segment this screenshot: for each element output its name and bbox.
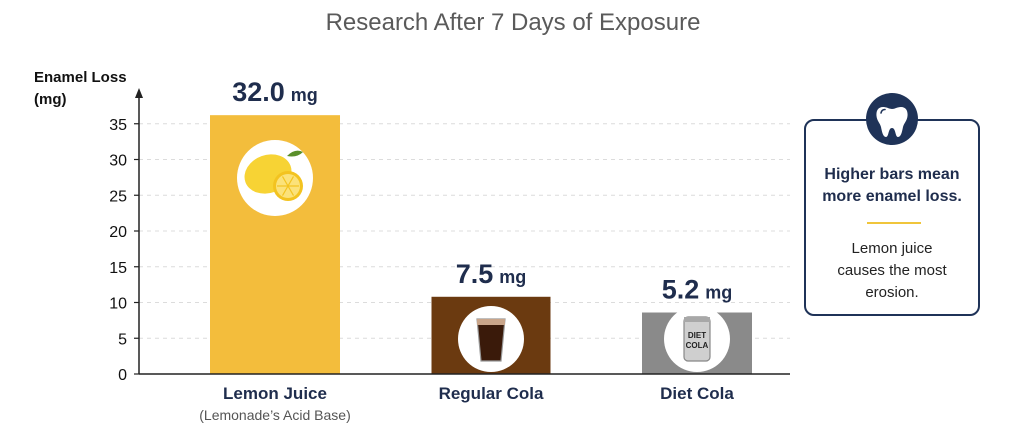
y-tick-label: 25: [109, 188, 127, 205]
svg-text:COLA: COLA: [686, 341, 709, 350]
tooth-icon: [876, 107, 908, 137]
cola-glass-icon: [458, 306, 524, 372]
lemon-icon: [237, 140, 313, 216]
y-tick-label: 35: [109, 117, 127, 134]
y-axis-arrow: [135, 88, 143, 98]
category-label: Diet Cola: [660, 384, 734, 403]
value-label: 32.0 mg: [232, 77, 318, 107]
y-axis-label-line1: Enamel Loss: [34, 69, 127, 86]
y-tick-label: 20: [109, 224, 127, 241]
value-label: 5.2 mg: [662, 275, 733, 305]
y-tick-label: 30: [109, 153, 127, 170]
category-labels: Lemon Juice (Lemonade’s Acid Base) Regular…: [199, 384, 734, 423]
y-axis-ticks: 0 5 10 15 20 25 30 35: [109, 117, 139, 384]
info-callout: Higher bars mean more enamel loss. Lemon…: [804, 93, 980, 316]
y-tick-label: 10: [109, 296, 127, 313]
category-label: Regular Cola: [439, 384, 544, 403]
svg-text:DIET: DIET: [688, 331, 706, 340]
category-sublabel: (Lemonade’s Acid Base): [199, 407, 351, 423]
y-tick-label: 15: [109, 260, 127, 277]
y-tick-label: 0: [118, 367, 127, 384]
callout-divider: [867, 222, 921, 224]
chart-title: Research After 7 Days of Exposure: [326, 9, 701, 36]
y-axis-label-line2: (mg): [34, 91, 67, 108]
value-label: 7.5 mg: [456, 259, 527, 289]
tooth-badge: [866, 93, 918, 145]
callout-headline: Higher bars mean more enamel loss.: [822, 166, 962, 205]
category-label: Lemon Juice: [223, 384, 327, 403]
y-tick-label: 5: [118, 331, 127, 348]
callout-body: Lemon juice causes the most erosion.: [837, 240, 947, 301]
